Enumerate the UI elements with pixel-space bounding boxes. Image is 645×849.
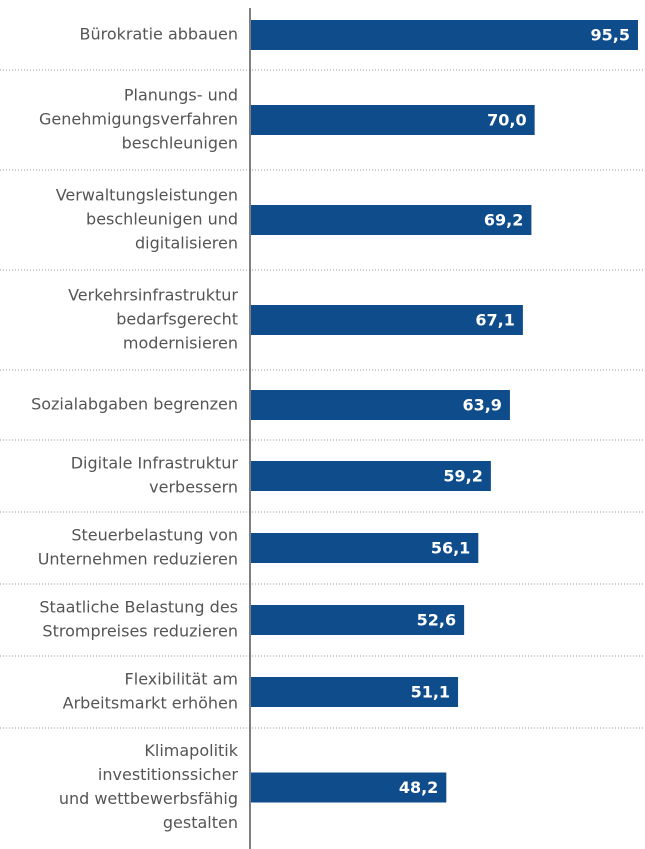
value-label: 63,9 xyxy=(462,396,501,415)
bar xyxy=(251,390,510,420)
category-label: Planungs- und xyxy=(124,86,238,105)
value-label: 70,0 xyxy=(487,111,526,130)
category-label: bedarfsgerecht xyxy=(116,310,238,329)
category-label: digitalisieren xyxy=(135,234,238,253)
category-label: Steuerbelastung von xyxy=(71,526,238,545)
category-label: Digitale Infrastruktur xyxy=(71,454,239,473)
category-label: und wettbewerbsfähig xyxy=(59,789,238,808)
category-label: Unternehmen reduzieren xyxy=(38,550,238,569)
bar xyxy=(251,772,447,803)
category-label: verbessern xyxy=(149,478,238,497)
category-label: Verwaltungsleistungen xyxy=(56,186,238,205)
value-label: 69,2 xyxy=(484,211,523,230)
bar xyxy=(251,205,532,235)
bar xyxy=(251,605,465,635)
category-label: Strompreises reduzieren xyxy=(42,622,238,641)
category-label: gestalten xyxy=(163,813,238,832)
category-label: Klimapolitik xyxy=(144,741,238,760)
value-label: 52,6 xyxy=(417,611,456,630)
category-label: investitionssicher xyxy=(98,765,239,784)
category-label: Genehmigungsverfahren xyxy=(39,110,238,129)
value-label: 67,1 xyxy=(475,311,514,330)
bar xyxy=(251,305,523,335)
category-label: Flexibilität am xyxy=(125,670,238,689)
bar xyxy=(251,461,491,491)
category-label: beschleunigen und xyxy=(86,210,238,229)
category-label: Arbeitsmarkt erhöhen xyxy=(63,694,238,713)
bar xyxy=(251,677,459,707)
bar xyxy=(251,20,638,50)
category-label: Staatliche Belastung des xyxy=(39,598,238,617)
category-label: beschleunigen xyxy=(122,134,238,153)
value-label: 95,5 xyxy=(590,26,629,45)
value-label: 56,1 xyxy=(431,539,470,558)
value-label: 48,2 xyxy=(399,778,438,797)
value-label: 59,2 xyxy=(443,467,482,486)
bar xyxy=(251,105,535,135)
bar xyxy=(251,533,479,563)
category-label: modernisieren xyxy=(123,334,238,353)
value-label: 51,1 xyxy=(411,683,450,702)
category-label: Bürokratie abbauen xyxy=(80,25,238,44)
category-label: Verkehrsinfrastruktur xyxy=(68,286,238,305)
category-label: Sozialabgaben begrenzen xyxy=(31,395,238,414)
